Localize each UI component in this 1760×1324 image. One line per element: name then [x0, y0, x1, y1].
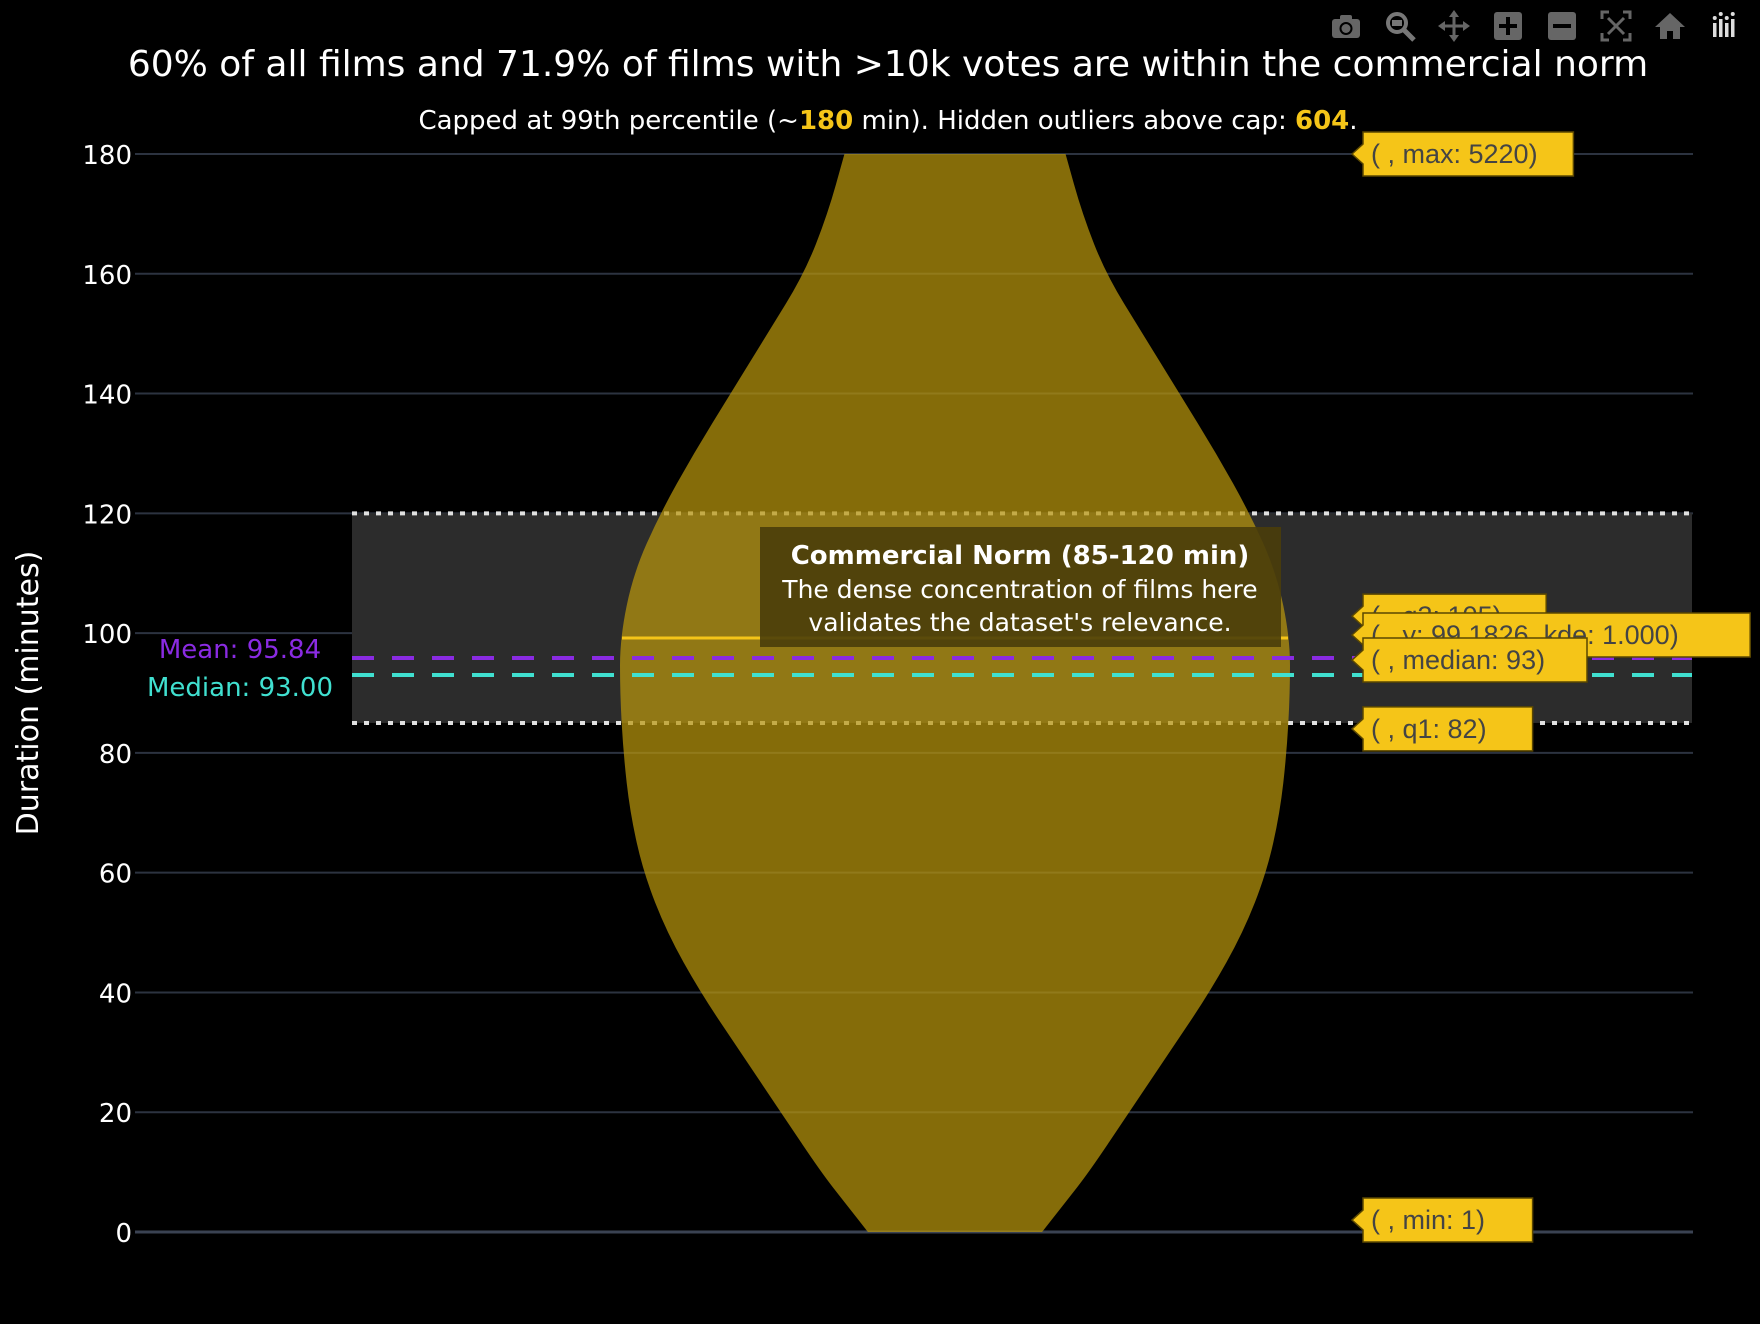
- y-tick-label: 120: [82, 500, 132, 530]
- norm-annotation-box: [760, 527, 1281, 647]
- violin-body: [620, 154, 1290, 1232]
- subtitle-part: .: [1349, 106, 1357, 136]
- hover-label-text: ( , q1: 82): [1371, 714, 1487, 744]
- zoom-out-icon: [1548, 12, 1576, 40]
- subtitle-part: Capped at 99th percentile (~: [418, 106, 799, 136]
- subtitle-highlight: 180: [799, 106, 853, 136]
- reference-lines-layer: Mean: 95.84 Median: 93.00: [147, 635, 1692, 703]
- y-tick-label: 40: [99, 979, 132, 1009]
- pan-button[interactable]: [1436, 8, 1472, 44]
- subtitle-highlight: 604: [1295, 106, 1349, 136]
- plotly-logo-icon: [1712, 12, 1735, 37]
- hover-labels-layer: ( , max: 5220)( , q3: 105)( , y: 99.1826…: [1350, 131, 1751, 1243]
- mean-label: Mean: 95.84: [159, 635, 321, 665]
- chart-subtitle: Capped at 99th percentile (~180 min). Hi…: [418, 106, 1357, 136]
- autoscale-button[interactable]: [1598, 8, 1634, 44]
- y-tick-label: 20: [99, 1099, 132, 1129]
- y-tick-label: 80: [99, 740, 132, 770]
- y-axis-label: Duration (minutes): [11, 551, 46, 836]
- hover-label-text: ( , max: 5220): [1371, 139, 1538, 169]
- violin-layer: [620, 154, 1290, 1232]
- modebar: [1328, 8, 1742, 44]
- zoom-out-button[interactable]: [1544, 8, 1580, 44]
- home-icon: [1655, 13, 1685, 39]
- norm-annotation-line2: validates the dataset's relevance.: [808, 608, 1231, 637]
- annotation-layer: Commercial Norm (85-120 min) The dense co…: [760, 527, 1281, 647]
- zoom-icon: [1386, 12, 1416, 42]
- camera-button[interactable]: [1328, 8, 1364, 44]
- zoom-button[interactable]: [1382, 8, 1418, 44]
- y-tick-label: 180: [82, 141, 132, 171]
- autoscale-icon: [1600, 10, 1632, 42]
- plotly-logo-button[interactable]: [1706, 8, 1742, 44]
- zoom-in-button[interactable]: [1490, 8, 1526, 44]
- hover-label: ( , min: 1): [1350, 1197, 1534, 1243]
- hover-label: ( , max: 5220): [1350, 131, 1575, 177]
- zoom-in-icon: [1494, 12, 1522, 40]
- title-layer: 60% of all films and 71.9% of films with…: [11, 44, 1648, 835]
- hover-label-box: [1350, 1197, 1534, 1243]
- home-button[interactable]: [1652, 8, 1688, 44]
- chart-title: 60% of all films and 71.9% of films with…: [128, 44, 1648, 85]
- hover-label: ( , median: 93): [1350, 637, 1588, 683]
- axis-layer: 0 20 40 60 80 100 120 140 160 180: [82, 141, 132, 1249]
- hover-label: ( , q1: 82): [1350, 706, 1534, 752]
- median-label: Median: 93.00: [147, 673, 333, 703]
- subtitle-part: min). Hidden outliers above cap:: [853, 106, 1295, 136]
- pan-icon: [1438, 10, 1470, 42]
- y-tick-label: 60: [99, 860, 132, 890]
- hover-label-text: ( , min: 1): [1371, 1205, 1485, 1235]
- hover-label-box: [1350, 706, 1534, 752]
- camera-icon: [1332, 15, 1360, 38]
- y-tick-label: 140: [82, 381, 132, 411]
- norm-annotation-line1: The dense concentration of films here: [781, 575, 1257, 604]
- norm-annotation-title: Commercial Norm (85-120 min): [791, 541, 1250, 571]
- hover-label-box: [1350, 131, 1575, 177]
- y-tick-label: 160: [82, 261, 132, 291]
- y-tick-label: 100: [82, 620, 132, 650]
- hover-label-box: [1350, 637, 1588, 683]
- y-tick-label: 0: [115, 1219, 132, 1249]
- hover-label-text: ( , median: 93): [1371, 645, 1545, 675]
